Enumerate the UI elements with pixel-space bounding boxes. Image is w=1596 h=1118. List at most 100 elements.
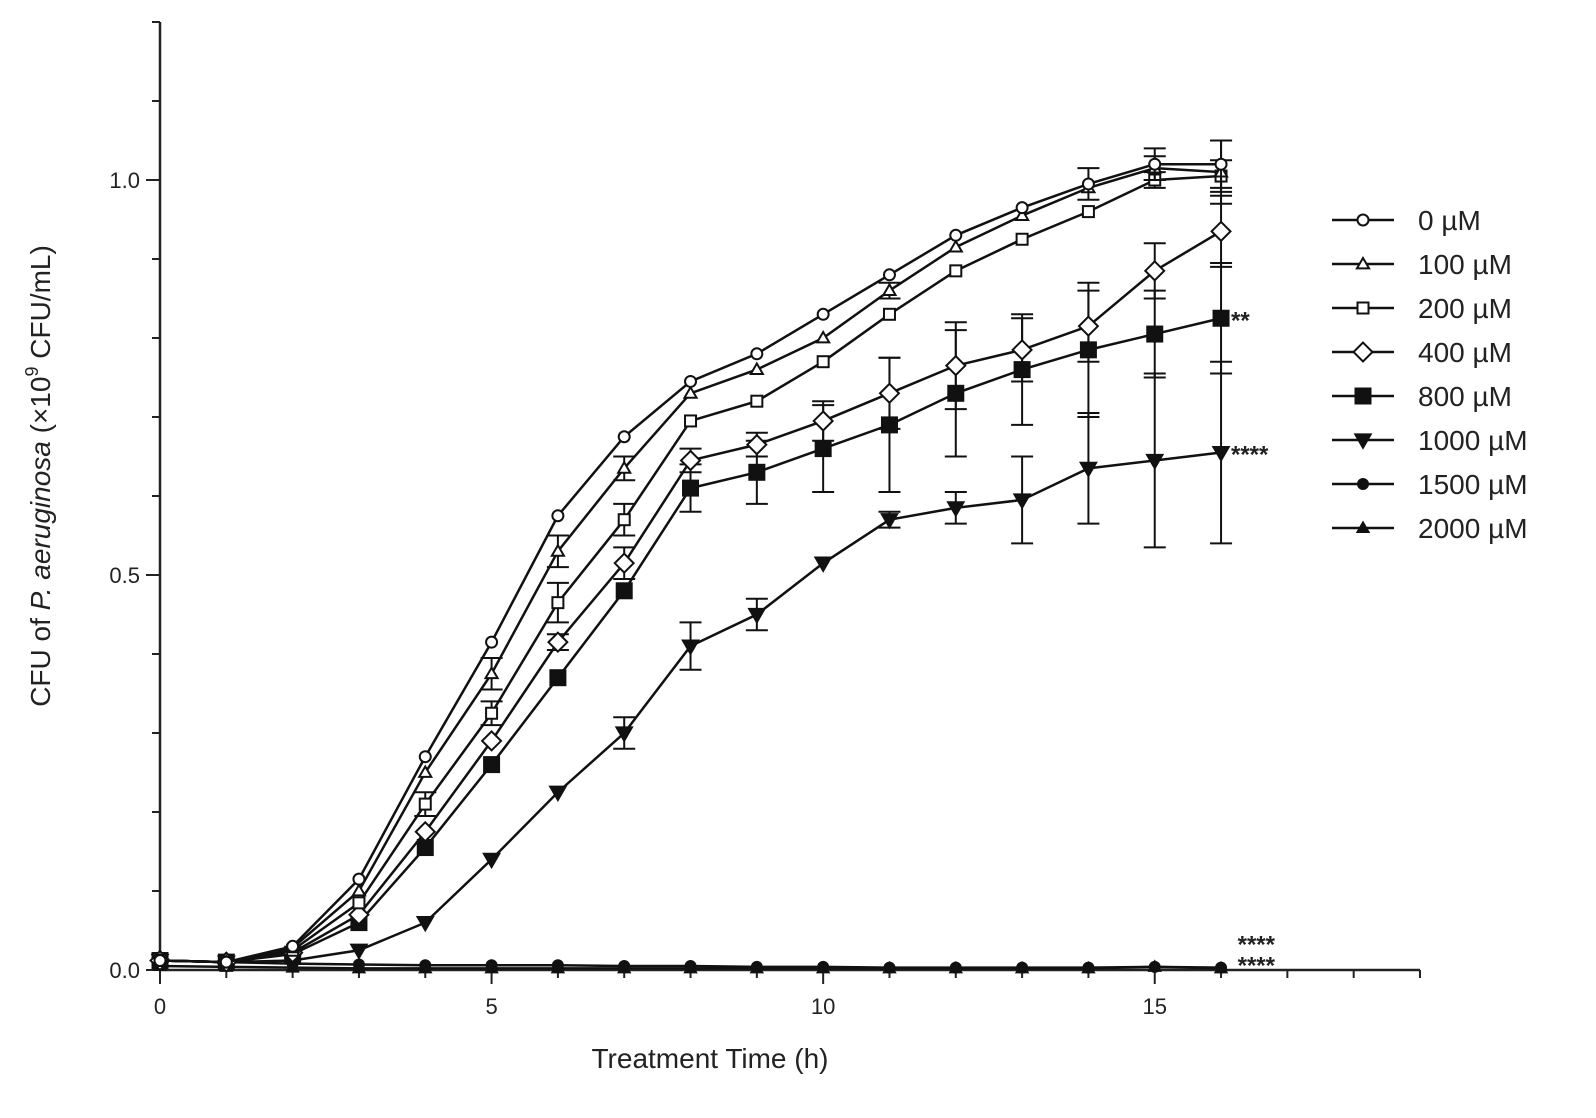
- data-point: [1077, 315, 1100, 338]
- data-point: [617, 513, 631, 527]
- data-point: [549, 669, 567, 687]
- legend-entry: 800 µM: [1332, 381, 1512, 412]
- data-point: [550, 543, 566, 557]
- axes: 0.0 0.5 1.0 0 5 10 15 Treatment Time (h) CFU of …: [22, 21, 1421, 1074]
- data-point: [1215, 961, 1228, 974]
- data-point: [882, 307, 896, 321]
- legend-marker: [1356, 301, 1370, 315]
- series-4: [151, 261, 1233, 971]
- x-axis-title: Treatment Time (h): [591, 1043, 828, 1074]
- data-point: [1214, 157, 1228, 171]
- data-point: [1081, 205, 1095, 219]
- data-point: [1082, 961, 1095, 974]
- significance-annotation: **: [1231, 307, 1250, 334]
- data-point: [417, 764, 434, 778]
- data-point: [812, 410, 835, 432]
- annotations: **************: [1231, 307, 1276, 979]
- significance-annotation: ****: [1238, 931, 1276, 958]
- series-line: [159, 162, 1222, 964]
- data-point: [352, 872, 366, 886]
- data-point: [881, 282, 898, 296]
- x-tick-label: 0: [154, 994, 166, 1019]
- data-point: [1145, 453, 1165, 471]
- data-point: [551, 596, 565, 610]
- plot-area: [149, 139, 1233, 974]
- data-point: [817, 960, 830, 973]
- legend-marker: [1352, 341, 1374, 363]
- data-point: [747, 607, 767, 625]
- data-point: [813, 556, 833, 573]
- legend-label: 800 µM: [1418, 381, 1512, 412]
- data-point: [946, 501, 966, 518]
- data-point: [948, 239, 964, 253]
- data-point: [419, 959, 432, 972]
- x-tick-label: 15: [1142, 994, 1166, 1019]
- data-point: [351, 882, 367, 897]
- legend-entry: 100 µM: [1332, 249, 1512, 280]
- data-point: [745, 433, 768, 456]
- data-point: [485, 635, 499, 649]
- y-tick-label: 0.0: [109, 958, 140, 983]
- data-point: [615, 582, 633, 600]
- data-point: [944, 354, 967, 377]
- data-point: [617, 430, 631, 444]
- data-point: [616, 460, 632, 474]
- data-point: [681, 639, 700, 656]
- legend-marker: [1355, 255, 1371, 270]
- data-point: [483, 756, 501, 774]
- data-point: [418, 750, 432, 764]
- significance-annotation: ****: [1238, 953, 1276, 980]
- data-point: [749, 361, 765, 375]
- data-point: [1148, 157, 1162, 171]
- data-point: [816, 307, 830, 321]
- data-point: [483, 665, 500, 680]
- data-point: [684, 414, 698, 428]
- data-point: [414, 820, 437, 843]
- data-point: [750, 960, 763, 973]
- legend-label: 400 µM: [1418, 337, 1512, 368]
- data-point: [682, 385, 699, 399]
- legend-entry: 0 µM: [1332, 205, 1481, 236]
- legend-marker: [1357, 478, 1369, 490]
- data-point: [684, 960, 697, 973]
- data-point: [949, 264, 963, 278]
- data-point: [482, 852, 502, 870]
- data-point: [348, 903, 370, 926]
- legend-marker: [1353, 433, 1373, 450]
- data-point: [814, 440, 832, 458]
- x-tick-label: 5: [485, 994, 497, 1019]
- data-point: [816, 355, 830, 369]
- data-point: [352, 896, 366, 910]
- series-2: [153, 159, 1233, 969]
- legend-label: 100 µM: [1418, 249, 1512, 280]
- series-3: [149, 194, 1233, 973]
- series-line: [159, 174, 1222, 964]
- data-point: [949, 228, 963, 242]
- data-point: [613, 552, 636, 575]
- data-point: [349, 943, 369, 960]
- legend-label: 0 µM: [1418, 205, 1481, 236]
- x-tick-label: 10: [811, 994, 835, 1019]
- data-point: [1015, 232, 1029, 246]
- y-tick-label: 0.5: [109, 563, 140, 588]
- data-point: [684, 374, 698, 388]
- data-point: [679, 449, 702, 472]
- data-point: [548, 785, 568, 802]
- data-point: [750, 347, 764, 361]
- data-point: [1012, 493, 1032, 510]
- data-point: [1081, 177, 1095, 191]
- data-point: [882, 268, 896, 282]
- significance-annotation: ****: [1231, 442, 1269, 469]
- data-point: [1211, 445, 1231, 463]
- data-point: [1016, 961, 1029, 974]
- data-point: [1015, 201, 1029, 215]
- data-point: [485, 706, 499, 720]
- legend-entry: 1500 µM: [1332, 469, 1528, 500]
- data-point: [1011, 338, 1033, 361]
- data-point: [1148, 960, 1161, 973]
- data-point: [1212, 309, 1230, 327]
- legend-marker: [1356, 213, 1370, 227]
- legend-entry: 400 µM: [1332, 337, 1512, 368]
- data-point: [547, 631, 569, 654]
